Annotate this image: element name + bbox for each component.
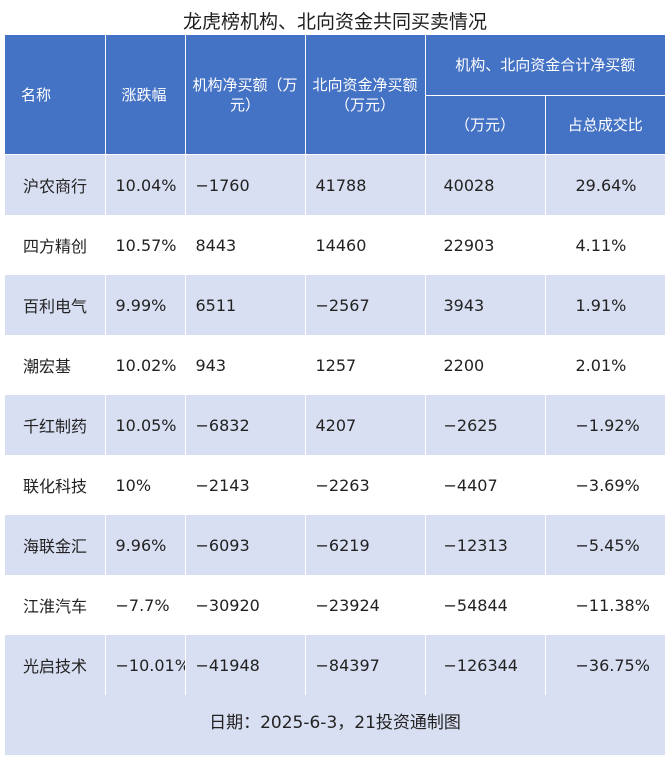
cell-north-net-buy: −6219 <box>305 515 426 575</box>
table-row: 沪农商行 10.04% −1760 41788 40028 29.64% <box>5 154 666 215</box>
cell-inst-net-buy: 8443 <box>185 215 306 275</box>
cell-inst-net-buy: −41948 <box>185 635 306 695</box>
cell-combined-amount: 3943 <box>425 275 546 335</box>
cell-turnover-ratio: 4.11% <box>545 215 666 275</box>
header-combined-amount: （万元） <box>425 95 546 155</box>
header-north-net-buy: 北向资金净买额（万元） <box>305 35 426 155</box>
header-change: 涨跌幅 <box>105 35 186 155</box>
cell-inst-net-buy: −1760 <box>185 154 306 215</box>
chart-title: 龙虎榜机构、北向资金共同买卖情况 <box>182 11 487 33</box>
cell-name: 潮宏基 <box>5 335 106 395</box>
header-name: 名称 <box>5 35 106 155</box>
cell-turnover-ratio: 2.01% <box>545 335 666 395</box>
table-row: 江淮汽车 −7.7% −30920 −23924 −54844 −11.38% <box>5 575 666 635</box>
cell-inst-net-buy: −6093 <box>185 515 306 575</box>
header-turnover-ratio: 占总成交比 <box>545 95 666 155</box>
cell-north-net-buy: 4207 <box>305 395 426 455</box>
cell-turnover-ratio: 1.91% <box>545 275 666 335</box>
cell-north-net-buy: 1257 <box>305 335 426 395</box>
table-body: 沪农商行 10.04% −1760 41788 40028 29.64% 四方精创 10.57… <box>5 154 666 695</box>
cell-north-net-buy: −2263 <box>305 455 426 515</box>
cell-change: 10.05% <box>105 395 186 455</box>
cell-change: 10.04% <box>105 154 186 215</box>
cell-change: 10.57% <box>105 215 186 275</box>
cell-north-net-buy: −23924 <box>305 575 426 635</box>
cell-combined-amount: −126344 <box>425 635 546 695</box>
data-table: 名称 涨跌幅 机构净买额（万元） 北向资金净买额（万元） 机构、北向资金合计净买… <box>5 35 666 695</box>
cell-combined-amount: 2200 <box>425 335 546 395</box>
cell-north-net-buy: 14460 <box>305 215 426 275</box>
cell-north-net-buy: −2567 <box>305 275 426 335</box>
table-row: 千红制药 10.05% −6832 4207 −2625 −1.92% <box>5 395 666 455</box>
cell-combined-amount: −12313 <box>425 515 546 575</box>
cell-turnover-ratio: −3.69% <box>545 455 666 515</box>
cell-change: 9.99% <box>105 275 186 335</box>
cell-name: 光启技术 <box>5 635 106 695</box>
cell-name: 百利电气 <box>5 275 106 335</box>
header-inst-net-buy: 机构净买额（万元） <box>185 35 306 155</box>
cell-inst-net-buy: −30920 <box>185 575 306 635</box>
cell-turnover-ratio: −11.38% <box>545 575 666 635</box>
table-row: 潮宏基 10.02% 943 1257 2200 2.01% <box>5 335 666 395</box>
cell-name: 四方精创 <box>5 215 106 275</box>
cell-north-net-buy: −84397 <box>305 635 426 695</box>
cell-inst-net-buy: 943 <box>185 335 306 395</box>
cell-turnover-ratio: −36.75% <box>545 635 666 695</box>
cell-turnover-ratio: −5.45% <box>545 515 666 575</box>
cell-name: 江淮汽车 <box>5 575 106 635</box>
cell-inst-net-buy: −6832 <box>185 395 306 455</box>
cell-name: 联化科技 <box>5 455 106 515</box>
cell-name: 海联金汇 <box>5 515 106 575</box>
cell-change: −10.01% <box>105 635 186 695</box>
cell-turnover-ratio: −1.92% <box>545 395 666 455</box>
table-row: 光启技术 −10.01% −41948 −84397 −126344 −36.75% <box>5 635 666 695</box>
cell-change: −7.7% <box>105 575 186 635</box>
header-combined-group: 机构、北向资金合计净买额 <box>425 35 666 96</box>
cell-change: 10.02% <box>105 335 186 395</box>
cell-north-net-buy: 41788 <box>305 154 426 215</box>
cell-turnover-ratio: 29.64% <box>545 154 666 215</box>
table-row: 联化科技 10% −2143 −2263 −4407 −3.69% <box>5 455 666 515</box>
cell-inst-net-buy: 6511 <box>185 275 306 335</box>
table-row: 海联金汇 9.96% −6093 −6219 −12313 −5.45% <box>5 515 666 575</box>
cell-combined-amount: −4407 <box>425 455 546 515</box>
cell-name: 千红制药 <box>5 395 106 455</box>
cell-name: 沪农商行 <box>5 154 106 215</box>
cell-inst-net-buy: −2143 <box>185 455 306 515</box>
cell-combined-amount: 40028 <box>425 154 546 215</box>
cell-combined-amount: −2625 <box>425 395 546 455</box>
cell-combined-amount: 22903 <box>425 215 546 275</box>
footer-caption: 日期：2025-6-3，21投资通制图 <box>5 695 665 755</box>
cell-change: 10% <box>105 455 186 515</box>
cell-combined-amount: −54844 <box>425 575 546 635</box>
table-row: 百利电气 9.99% 6511 −2567 3943 1.91% <box>5 275 666 335</box>
cell-change: 9.96% <box>105 515 186 575</box>
table-row: 四方精创 10.57% 8443 14460 22903 4.11% <box>5 215 666 275</box>
